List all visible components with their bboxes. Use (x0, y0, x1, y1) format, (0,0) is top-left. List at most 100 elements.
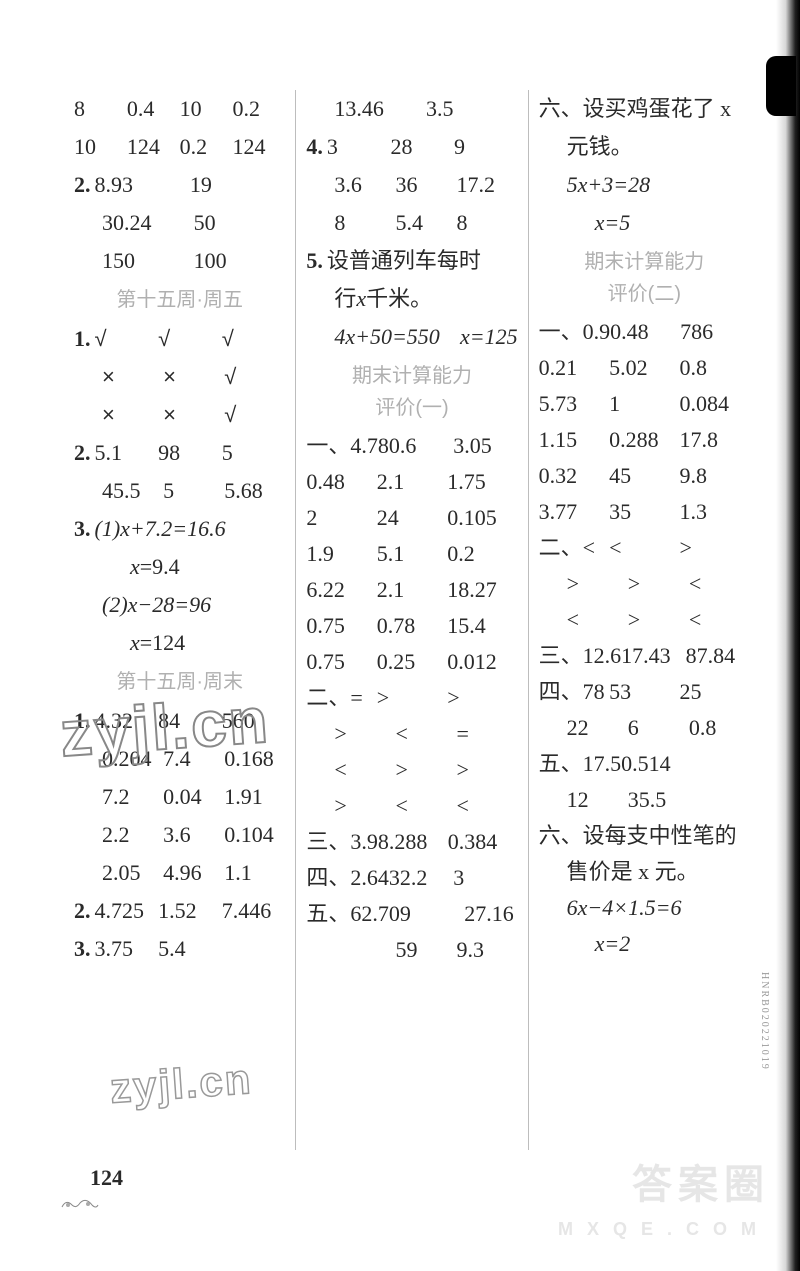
val: > (457, 752, 518, 788)
val: 1.9 (306, 536, 376, 572)
val: 87.84 (686, 638, 750, 674)
label-5: 5. (306, 242, 323, 280)
c3-g1-1: 一、0.9 0.48 786 (539, 314, 750, 350)
c3-g1-4: 1.15 0.288 17.8 (539, 422, 750, 458)
side-code: HNRB020221019 (759, 972, 770, 1071)
label-1: 1. (74, 320, 91, 358)
text: 设普通列车每时 (327, 242, 481, 280)
mark: √ (222, 320, 286, 358)
val: 8.93 (95, 166, 190, 204)
val: 0.8 (689, 710, 750, 746)
val: 17.8 (680, 422, 750, 458)
val: 0.105 (447, 500, 517, 536)
val: 3 (327, 128, 391, 166)
val: 四、78 (539, 674, 609, 710)
mark: √ (224, 358, 285, 396)
val: < (395, 788, 456, 824)
val: 45.5 (102, 472, 163, 510)
val: 786 (680, 314, 750, 350)
val: < (567, 602, 628, 638)
val: 100 (194, 242, 286, 280)
val: > (395, 752, 456, 788)
val: 22 (567, 710, 628, 746)
val: 8 (74, 90, 127, 128)
c2-r1: 13.46 3.5 (306, 90, 517, 128)
val: 0.384 (448, 824, 518, 860)
var: x (130, 624, 140, 662)
c3-g6-eq: 6x−4×1.5=6 (539, 890, 750, 926)
val: 5.4 (158, 930, 222, 968)
t1: 期末计算能力 (584, 251, 704, 273)
c1-q3-2-eq: (2)x−28=96 (74, 586, 285, 624)
c3-g2-3: < > < (539, 602, 750, 638)
val: < (689, 602, 750, 638)
c1-q2b: 30.24 50 (74, 204, 285, 242)
section-week15-fri: 第十五周·周五 (74, 284, 285, 316)
val: 560 (222, 702, 286, 740)
val: 0.204 (102, 740, 163, 778)
val: 84 (158, 702, 222, 740)
c2-f1-7: 0.75 0.25 0.012 (306, 644, 517, 680)
val: 三、12.6 (539, 638, 622, 674)
eq: (2)x−28=96 (102, 586, 211, 624)
label-2: 2. (74, 892, 91, 930)
c1-we-q2: 2. 4.725 1.52 7.446 (74, 892, 285, 930)
val: 0.4 (127, 90, 180, 128)
val: > (680, 530, 750, 566)
c3-g2-2: > > < (539, 566, 750, 602)
c3-g5a: 五、17.5 0.514 (539, 746, 750, 782)
val: 0.084 (680, 386, 750, 422)
section-week15-end: 第十五周·周末 (74, 666, 285, 698)
ans: x=125 (440, 318, 518, 356)
c2-f2-1: 二、= > > (306, 680, 517, 716)
c3-q6-ans: x=5 (539, 204, 750, 242)
answer-key-page: 8 0.4 10 0.2 10 124 0.2 124 2. 8.93 19 3… (0, 0, 800, 1271)
c1-we-q1c: 7.2 0.04 1.91 (74, 778, 285, 816)
c3-g4b: 22 6 0.8 (539, 710, 750, 746)
c2-q4a: 4. 3 28 9 (306, 128, 517, 166)
t2: 评价(二) (608, 283, 681, 305)
val: 35.5 (628, 782, 689, 818)
section-final-1: 期末计算能力 评价(一) (306, 360, 517, 424)
val: 5.68 (224, 472, 285, 510)
column-3: 六、设买鸡蛋花了 x 元钱。 5x+3=28 x=5 期末计算能力 评价(二) … (529, 90, 760, 1150)
c1-q1b: × × √ (74, 358, 285, 396)
val: 5 (222, 434, 286, 472)
val: 3.05 (453, 428, 517, 464)
c2-q5-eq: 4x+50=550 x=125 (306, 318, 517, 356)
val: 2.1 (377, 572, 447, 608)
label-2: 2. (74, 166, 91, 204)
val: 8 (457, 204, 518, 242)
c3-g2-1: 二、< < > (539, 530, 750, 566)
mark: × (102, 358, 163, 396)
c1-r1: 8 0.4 10 0.2 (74, 90, 285, 128)
c3-g1-3: 5.73 1 0.084 (539, 386, 750, 422)
val: 1.52 (158, 892, 222, 930)
val: 10 (74, 128, 127, 166)
val: 150 (102, 242, 194, 280)
c3-g5b: 12 35.5 (539, 782, 750, 818)
c2-f4: 四、2.64 32.2 3 (306, 860, 517, 896)
val: 28 (390, 128, 454, 166)
val: 124 (127, 128, 180, 166)
val: 50 (194, 204, 286, 242)
val: 10 (180, 90, 233, 128)
text: 售价是 x 元。 (567, 854, 699, 890)
val: 0.75 (306, 608, 376, 644)
val: 5.02 (609, 350, 679, 386)
c1-q3-1-eq: 3. (1)x+7.2=16.6 (74, 510, 285, 548)
val: 36 (395, 166, 456, 204)
c2-f1-1: 一、4.78 0.6 3.05 (306, 428, 517, 464)
val: 8.288 (378, 824, 448, 860)
eq: 4x+50=550 (334, 318, 439, 356)
label-3: 3. (74, 930, 91, 968)
c1-q3-1-ans: x=9.4 (74, 548, 285, 586)
mark: × (163, 358, 224, 396)
c1-r2: 10 124 0.2 124 (74, 128, 285, 166)
mark: √ (95, 320, 159, 358)
mark: × (102, 396, 163, 434)
c2-f2-3: < > > (306, 752, 517, 788)
mark: √ (224, 396, 285, 434)
c1-we-q1b: 0.204 7.4 0.168 (74, 740, 285, 778)
val: 5.1 (377, 536, 447, 572)
